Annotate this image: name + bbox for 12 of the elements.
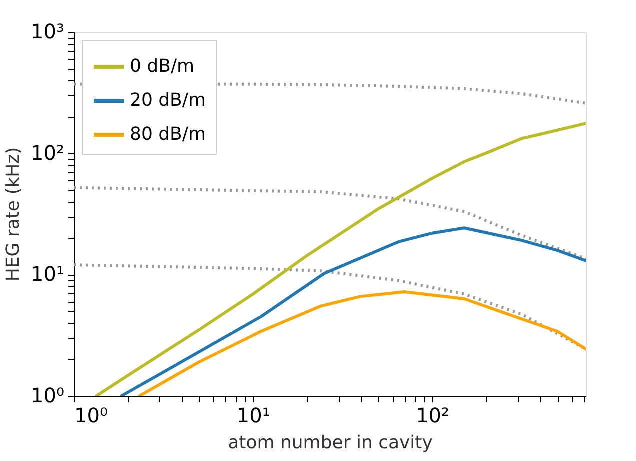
legend-label: 80 dB/m: [130, 124, 206, 145]
y-tick-label: 10³: [31, 20, 64, 44]
legend-label: 0 dB/m: [130, 56, 195, 77]
x-tick-label: 10²: [416, 404, 450, 428]
legend-label: 20 dB/m: [130, 90, 206, 111]
x-tick-label: 10¹: [236, 404, 270, 428]
x-axis-title: atom number in cavity: [228, 432, 434, 454]
y-tick-label: 10²: [31, 140, 64, 165]
y-tick-label: 10⁰: [31, 384, 64, 408]
x-tick-label: 10⁰: [74, 404, 108, 428]
y-axis-title: HEG rate (kHz): [3, 147, 24, 282]
y-tick-label: 10¹: [31, 262, 64, 286]
